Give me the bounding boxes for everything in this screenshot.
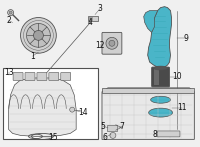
Polygon shape: [9, 78, 76, 136]
Bar: [102, 88, 194, 93]
FancyBboxPatch shape: [13, 72, 23, 80]
Ellipse shape: [151, 96, 171, 103]
FancyBboxPatch shape: [102, 32, 122, 54]
Text: 11: 11: [178, 103, 187, 112]
Text: 1: 1: [30, 52, 35, 61]
Bar: [154, 69, 159, 85]
Circle shape: [106, 37, 118, 49]
Circle shape: [70, 107, 75, 112]
Bar: [89, 17, 93, 20]
Text: 12: 12: [95, 41, 105, 50]
Text: 7: 7: [119, 122, 124, 131]
Text: 6: 6: [103, 133, 107, 142]
FancyBboxPatch shape: [152, 67, 170, 87]
FancyBboxPatch shape: [49, 72, 59, 80]
Bar: [3, 68, 98, 139]
Circle shape: [21, 17, 56, 53]
Text: 15: 15: [49, 133, 58, 142]
Text: 4: 4: [88, 18, 93, 27]
Ellipse shape: [156, 89, 166, 93]
Polygon shape: [144, 11, 158, 32]
FancyBboxPatch shape: [37, 72, 47, 80]
FancyBboxPatch shape: [157, 131, 180, 137]
Polygon shape: [148, 7, 172, 68]
Text: 14: 14: [78, 108, 88, 117]
Text: 8: 8: [152, 130, 157, 139]
Bar: [107, 125, 117, 131]
Text: 3: 3: [98, 4, 102, 13]
FancyBboxPatch shape: [25, 72, 35, 80]
FancyBboxPatch shape: [61, 72, 71, 80]
Ellipse shape: [154, 66, 168, 70]
Circle shape: [9, 11, 12, 14]
Circle shape: [8, 10, 14, 16]
Text: 5: 5: [101, 122, 105, 131]
Text: 2: 2: [6, 16, 11, 25]
Bar: [88, 16, 98, 21]
Circle shape: [33, 30, 43, 40]
Circle shape: [27, 24, 50, 47]
Text: 9: 9: [184, 34, 189, 43]
Polygon shape: [102, 88, 194, 139]
Circle shape: [110, 132, 116, 138]
Ellipse shape: [149, 108, 172, 117]
Text: 10: 10: [173, 72, 182, 81]
Text: 13: 13: [4, 67, 13, 77]
Circle shape: [109, 40, 115, 46]
